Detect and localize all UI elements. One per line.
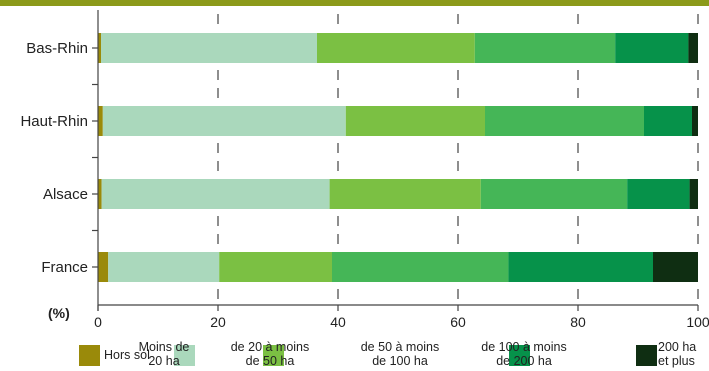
legend-swatch-0 bbox=[79, 345, 100, 366]
legend-label-1: Moins de 20 ha bbox=[138, 340, 190, 368]
legend-item-4: de 100 à moins de 200 ha bbox=[0, 336, 709, 371]
bar-haut-rhin-series-1 bbox=[102, 106, 346, 136]
bar-france-series-2 bbox=[219, 252, 332, 282]
bars bbox=[98, 33, 698, 282]
stacked-bar-chart: 0 20 40 60 80 100 Bas-Rhin Haut-Rhin Alsace Franc… bbox=[0, 0, 709, 330]
y-tick-label-france: France bbox=[41, 259, 88, 276]
bar-alsace-series-3 bbox=[480, 179, 628, 209]
legend-item-5: 200 ha et plus bbox=[0, 336, 709, 371]
x-tick-label-80: 80 bbox=[570, 314, 586, 330]
bar-haut-rhin-series-3 bbox=[485, 106, 644, 136]
bar-alsace-series-0 bbox=[98, 179, 102, 209]
bar-alsace-series-2 bbox=[329, 179, 481, 209]
x-tick-label-60: 60 bbox=[450, 314, 466, 330]
bar-haut-rhin-series-0 bbox=[98, 106, 103, 136]
bar-bas-rhin-series-0 bbox=[98, 33, 101, 63]
header-bar bbox=[0, 0, 709, 6]
bar-haut-rhin-series-2 bbox=[345, 106, 485, 136]
bar-bas-rhin-series-5 bbox=[688, 33, 698, 63]
bar-france-series-3 bbox=[332, 252, 509, 282]
x-tick-label-40: 40 bbox=[330, 314, 346, 330]
legend-label-2: de 20 à moins de 50 ha bbox=[230, 340, 310, 368]
x-axis-unit-label: (%) bbox=[48, 305, 70, 321]
bar-france-series-5 bbox=[653, 252, 698, 282]
legend-label-4: de 100 à moins de 200 ha bbox=[481, 340, 567, 368]
legend-label-0: Hors sol bbox=[104, 348, 150, 362]
x-tick-label-100: 100 bbox=[686, 314, 709, 330]
legend-label-3: de 50 à moins de 100 ha bbox=[360, 340, 440, 368]
legend-item-2: de 20 à moins de 50 ha bbox=[0, 336, 709, 371]
x-tick-label-20: 20 bbox=[210, 314, 226, 330]
bar-alsace-series-5 bbox=[689, 179, 698, 209]
legend-item-1: Moins de 20 ha bbox=[0, 336, 709, 371]
bar-france-series-0 bbox=[98, 252, 109, 282]
legend-swatch-4 bbox=[509, 345, 530, 366]
legend-swatch-2 bbox=[263, 345, 284, 366]
gridlines bbox=[217, 14, 699, 299]
bar-france-series-4 bbox=[508, 252, 653, 282]
bar-bas-rhin-series-3 bbox=[474, 33, 616, 63]
bar-bas-rhin-series-4 bbox=[615, 33, 689, 63]
bar-bas-rhin-series-2 bbox=[317, 33, 475, 63]
bar-alsace-series-1 bbox=[101, 179, 330, 209]
legend-swatch-5 bbox=[636, 345, 657, 366]
bar-alsace-series-4 bbox=[627, 179, 690, 209]
legend-item-3: de 50 à moins de 100 ha bbox=[0, 336, 709, 371]
legend-label-5: 200 ha et plus bbox=[658, 340, 697, 368]
y-tick-label-haut-rhin: Haut-Rhin bbox=[20, 113, 88, 130]
bar-france-series-1 bbox=[108, 252, 220, 282]
y-tick-label-alsace: Alsace bbox=[43, 186, 88, 203]
bar-haut-rhin-series-5 bbox=[692, 106, 698, 136]
y-tick-label-bas-rhin: Bas-Rhin bbox=[26, 40, 88, 57]
bar-bas-rhin-series-1 bbox=[101, 33, 317, 63]
legend: Hors sol Moins de 20 ha de 20 à moins de 5… bbox=[0, 336, 709, 371]
axes: 0 20 40 60 80 100 Bas-Rhin Haut-Rhin Alsace Franc… bbox=[20, 10, 709, 330]
legend-item-0: Hors sol bbox=[0, 336, 709, 371]
legend-swatch-1 bbox=[174, 345, 195, 366]
x-tick-label-0: 0 bbox=[94, 314, 102, 330]
bar-haut-rhin-series-4 bbox=[644, 106, 692, 136]
